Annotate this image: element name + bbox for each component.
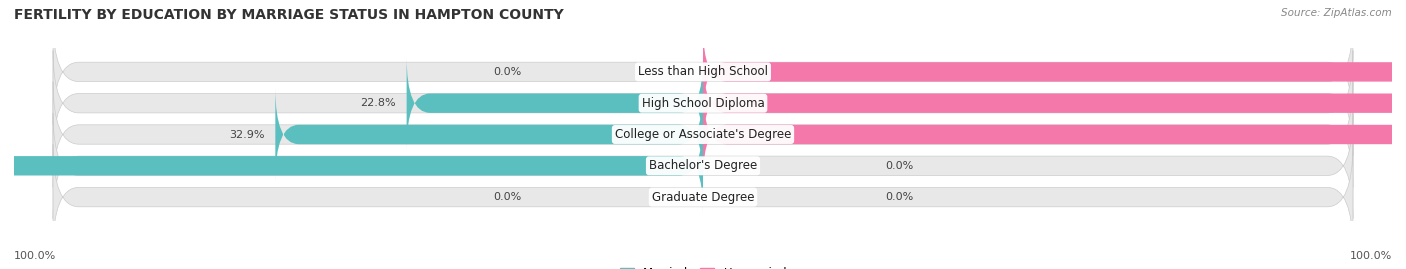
FancyBboxPatch shape	[53, 82, 1353, 187]
Text: 0.0%: 0.0%	[884, 161, 914, 171]
Text: 100.0%: 100.0%	[14, 251, 56, 261]
Text: FERTILITY BY EDUCATION BY MARRIAGE STATUS IN HAMPTON COUNTY: FERTILITY BY EDUCATION BY MARRIAGE STATU…	[14, 8, 564, 22]
Text: 0.0%: 0.0%	[492, 192, 522, 202]
FancyBboxPatch shape	[703, 25, 1406, 119]
Text: Bachelor's Degree: Bachelor's Degree	[650, 159, 756, 172]
Text: 22.8%: 22.8%	[360, 98, 396, 108]
FancyBboxPatch shape	[703, 88, 1406, 181]
Text: Less than High School: Less than High School	[638, 65, 768, 78]
FancyBboxPatch shape	[53, 113, 1353, 219]
Text: 32.9%: 32.9%	[229, 129, 264, 140]
FancyBboxPatch shape	[53, 144, 1353, 250]
FancyBboxPatch shape	[703, 56, 1406, 150]
FancyBboxPatch shape	[0, 119, 703, 213]
FancyBboxPatch shape	[276, 88, 703, 181]
Text: 100.0%: 100.0%	[1350, 251, 1392, 261]
FancyBboxPatch shape	[53, 19, 1353, 125]
Text: 0.0%: 0.0%	[492, 67, 522, 77]
Text: Graduate Degree: Graduate Degree	[652, 191, 754, 204]
Legend: Married, Unmarried: Married, Unmarried	[620, 267, 786, 269]
Text: Source: ZipAtlas.com: Source: ZipAtlas.com	[1281, 8, 1392, 18]
Text: High School Diploma: High School Diploma	[641, 97, 765, 110]
Text: 0.0%: 0.0%	[884, 192, 914, 202]
Text: College or Associate's Degree: College or Associate's Degree	[614, 128, 792, 141]
FancyBboxPatch shape	[53, 50, 1353, 156]
FancyBboxPatch shape	[406, 56, 703, 150]
